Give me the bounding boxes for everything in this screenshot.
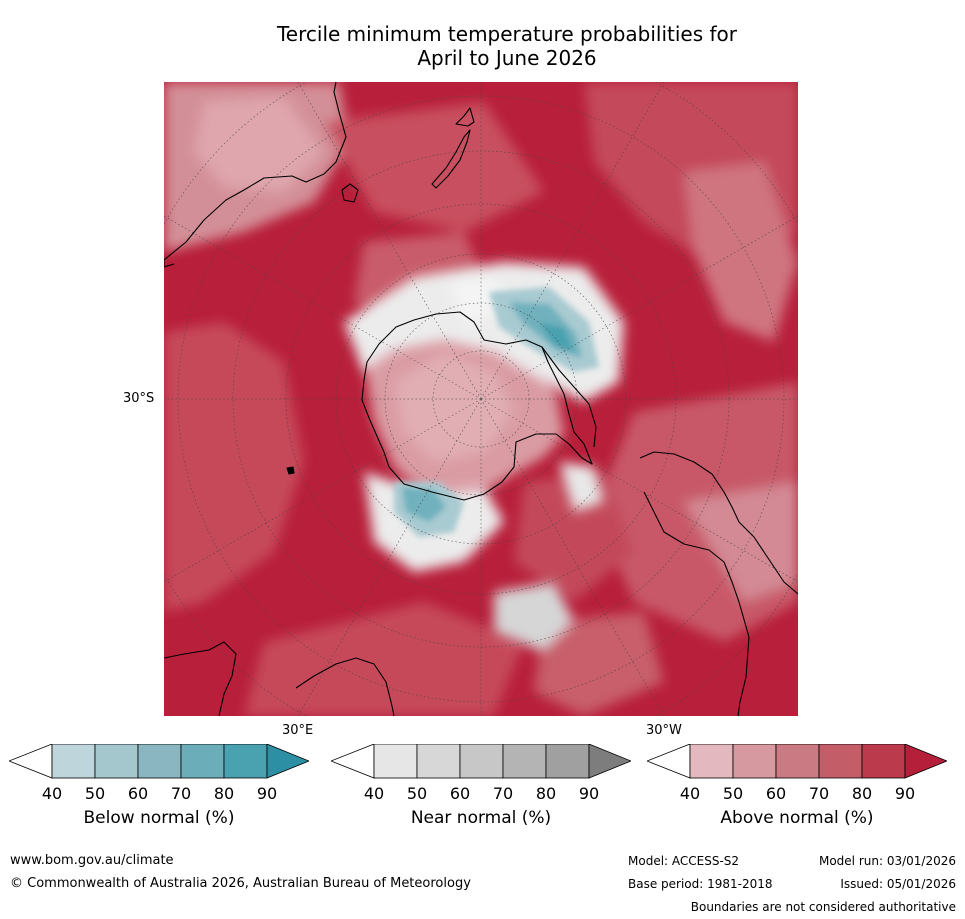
below-tick-60: 60 xyxy=(127,784,149,803)
antarctic-peninsula xyxy=(541,346,597,448)
above-tick-40: 40 xyxy=(679,784,701,803)
near-swatch-6 xyxy=(588,744,631,779)
australia-coastline xyxy=(164,82,347,261)
above-swatch-4 xyxy=(818,744,863,779)
below-swatch-0 xyxy=(9,744,53,779)
above-normal-title: Above normal (%) xyxy=(720,808,874,828)
new-zealand-south-island xyxy=(431,129,471,189)
above-tick-60: 60 xyxy=(765,784,787,803)
model-name: Model: ACCESS-S2 xyxy=(628,854,740,868)
madagascar-outline xyxy=(295,657,395,716)
kerguelen-island xyxy=(286,466,295,475)
above-swatch-6 xyxy=(904,744,947,779)
new-zealand-north-island xyxy=(455,107,475,127)
above-swatch-1 xyxy=(689,744,734,779)
below-swatch-6 xyxy=(266,744,309,779)
near-swatch-1 xyxy=(373,744,418,779)
below-tick-70: 70 xyxy=(170,784,192,803)
above-tick-50: 50 xyxy=(722,784,744,803)
near-swatch-3 xyxy=(459,744,504,779)
lat-label-30s: 30°S xyxy=(123,391,155,406)
title-line-2: April to June 2026 xyxy=(417,46,597,70)
map-title: Tercile minimum temperature probabilitie… xyxy=(160,22,854,70)
colorbar-above-normal: 40 50 60 70 80 90 Above normal (%) xyxy=(647,744,947,844)
colorbar-above-normal-swatches xyxy=(647,744,947,779)
australia-west-coast xyxy=(164,260,175,268)
tasmania-outline xyxy=(341,183,359,203)
model-run-date: Model run: 03/01/2026 xyxy=(818,854,956,868)
colorbar-below-normal: 40 50 60 70 80 90 Below normal (%) xyxy=(9,744,309,844)
near-swatch-0 xyxy=(331,744,375,779)
below-tick-90: 90 xyxy=(256,784,278,803)
below-swatch-4 xyxy=(180,744,225,779)
colorbar-below-normal-swatches xyxy=(9,744,309,779)
moderate-above-normal-patches xyxy=(164,82,798,716)
near-tick-60: 60 xyxy=(449,784,471,803)
near-normal-title: Near normal (%) xyxy=(410,808,552,828)
near-tick-70: 70 xyxy=(492,784,514,803)
below-normal-title: Below normal (%) xyxy=(83,808,235,828)
below-tick-80: 80 xyxy=(213,784,235,803)
south-america-coastline xyxy=(639,451,798,595)
above-swatch-0 xyxy=(647,744,691,779)
copyright-notice: © Commonwealth of Australia 2026, Austra… xyxy=(10,876,471,891)
antarctica-coastline xyxy=(361,311,593,501)
below-swatch-3 xyxy=(137,744,182,779)
graticule xyxy=(164,82,798,716)
boundaries-disclaimer: Boundaries are not considered authoritat… xyxy=(690,900,956,914)
above-tick-90: 90 xyxy=(894,784,916,803)
website-link[interactable]: www.bom.gov.au/climate xyxy=(10,853,174,868)
above-swatch-5 xyxy=(861,744,906,779)
lon-label-30e: 30°E xyxy=(282,723,314,738)
near-tick-40: 40 xyxy=(363,784,385,803)
near-tick-80: 80 xyxy=(535,784,557,803)
issued-date: Issued: 05/01/2026 xyxy=(840,877,956,891)
near-tick-50: 50 xyxy=(406,784,428,803)
colorbar-near-normal: 40 50 60 70 80 90 Near normal (%) xyxy=(331,744,631,844)
lon-label-30w: 30°W xyxy=(646,723,682,738)
above-tick-80: 80 xyxy=(851,784,873,803)
below-tick-50: 50 xyxy=(84,784,106,803)
near-swatch-2 xyxy=(416,744,461,779)
below-tick-40: 40 xyxy=(41,784,63,803)
below-swatch-1 xyxy=(51,744,96,779)
below-swatch-2 xyxy=(94,744,139,779)
above-swatch-2 xyxy=(732,744,777,779)
near-tick-90: 90 xyxy=(578,784,600,803)
probability-map xyxy=(164,82,798,716)
title-line-1: Tercile minimum temperature probabilitie… xyxy=(276,22,738,46)
above-tick-70: 70 xyxy=(808,784,830,803)
above-swatch-3 xyxy=(775,744,820,779)
south-america-andes-coast xyxy=(643,491,750,716)
africa-coastline xyxy=(164,641,237,716)
near-swatch-5 xyxy=(545,744,590,779)
near-swatch-4 xyxy=(502,744,547,779)
below-swatch-5 xyxy=(223,744,268,779)
base-period: Base period: 1981-2018 xyxy=(628,877,773,891)
coastlines xyxy=(164,82,798,716)
colorbar-near-normal-swatches xyxy=(331,744,631,779)
